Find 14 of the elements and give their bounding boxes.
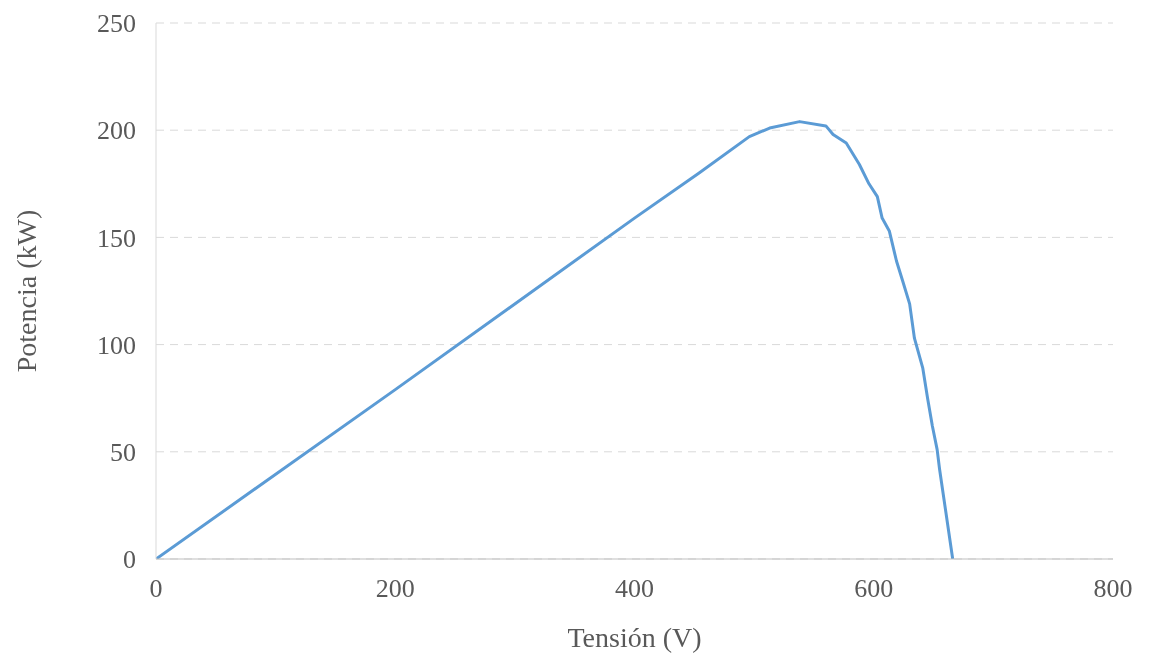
y-tick-label: 150: [97, 223, 136, 253]
y-tick-label: 250: [97, 9, 136, 39]
line-series: [156, 120, 955, 559]
y-tick-label: 100: [97, 330, 136, 360]
x-tick-label: 400: [615, 574, 654, 604]
x-tick-label: 0: [149, 574, 163, 604]
y-axis-title: Potencia (kW): [10, 209, 42, 373]
y-tick-label: 0: [123, 545, 136, 575]
x-axis-title: Tensión (V): [567, 622, 702, 653]
y-tick-label: 200: [97, 116, 136, 146]
x-tick-label: 600: [854, 574, 894, 604]
x-tick-label: 200: [375, 574, 415, 604]
y-tick-label: 50: [110, 438, 136, 468]
x-tick-label: 800: [1093, 574, 1133, 604]
